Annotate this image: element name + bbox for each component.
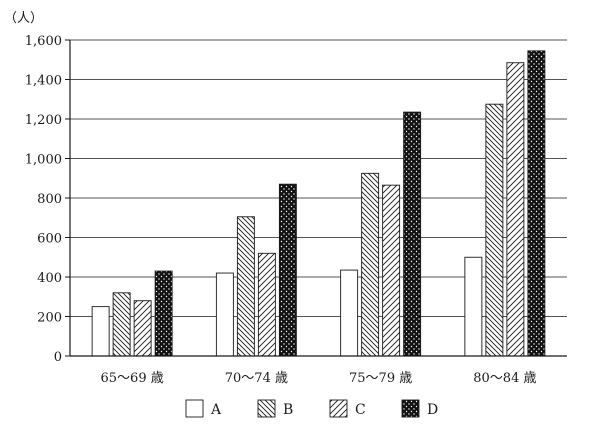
- bars: [91, 50, 546, 357]
- legend: A B C D: [185, 399, 438, 418]
- bar-a: [91, 306, 110, 357]
- x-tick-labels: 65〜69 歳 70〜74 歳 75〜79 歳 80〜84 歳: [101, 371, 537, 386]
- legend-swatch-a: [185, 399, 204, 418]
- bar-c: [506, 62, 525, 357]
- y-tick-label: 400: [37, 271, 62, 286]
- y-tick-label: 1,600: [25, 34, 62, 49]
- x-tick-label: 70〜74 歳: [225, 371, 288, 386]
- legend-label: C: [355, 402, 366, 418]
- bar-b: [485, 103, 504, 357]
- bar-c: [257, 252, 276, 357]
- y-tick-label: 1,200: [25, 113, 62, 128]
- x-tick-label: 80〜84 歳: [473, 371, 536, 386]
- x-tick-label: 65〜69 歳: [101, 371, 164, 386]
- legend-swatch-b: [257, 399, 276, 418]
- bar-d: [278, 183, 297, 357]
- x-tick-label: 75〜79 歳: [349, 371, 412, 386]
- legend-label: A: [210, 402, 222, 418]
- bar-a: [464, 256, 483, 357]
- y-tick-label: 1,400: [25, 74, 62, 89]
- y-tick-labels: 0 200 400 600 800 1,000 1,200 1,400 1,600: [25, 34, 62, 365]
- legend-label: D: [427, 402, 438, 418]
- y-tick-label: 800: [37, 192, 62, 207]
- bar-d: [403, 111, 422, 357]
- legend-swatch-d: [401, 399, 420, 418]
- y-unit-label: （人）: [4, 11, 43, 26]
- bar-d: [527, 50, 546, 357]
- bar-a: [215, 272, 234, 357]
- legend-swatch-c: [329, 399, 348, 418]
- axes: [69, 40, 567, 357]
- y-tick-label: 0: [54, 350, 62, 365]
- bar-c: [133, 300, 152, 357]
- bar-b: [236, 216, 255, 357]
- y-tick-label: 200: [37, 311, 62, 326]
- legend-label: B: [283, 402, 293, 418]
- bar-b: [112, 292, 131, 357]
- bar-a: [340, 269, 359, 357]
- grid-lines: [65, 39, 567, 357]
- bar-c: [382, 184, 401, 357]
- y-tick-label: 600: [37, 232, 62, 247]
- bar-b: [361, 172, 380, 357]
- bar-d: [154, 270, 173, 357]
- y-tick-label: 1,000: [25, 153, 62, 168]
